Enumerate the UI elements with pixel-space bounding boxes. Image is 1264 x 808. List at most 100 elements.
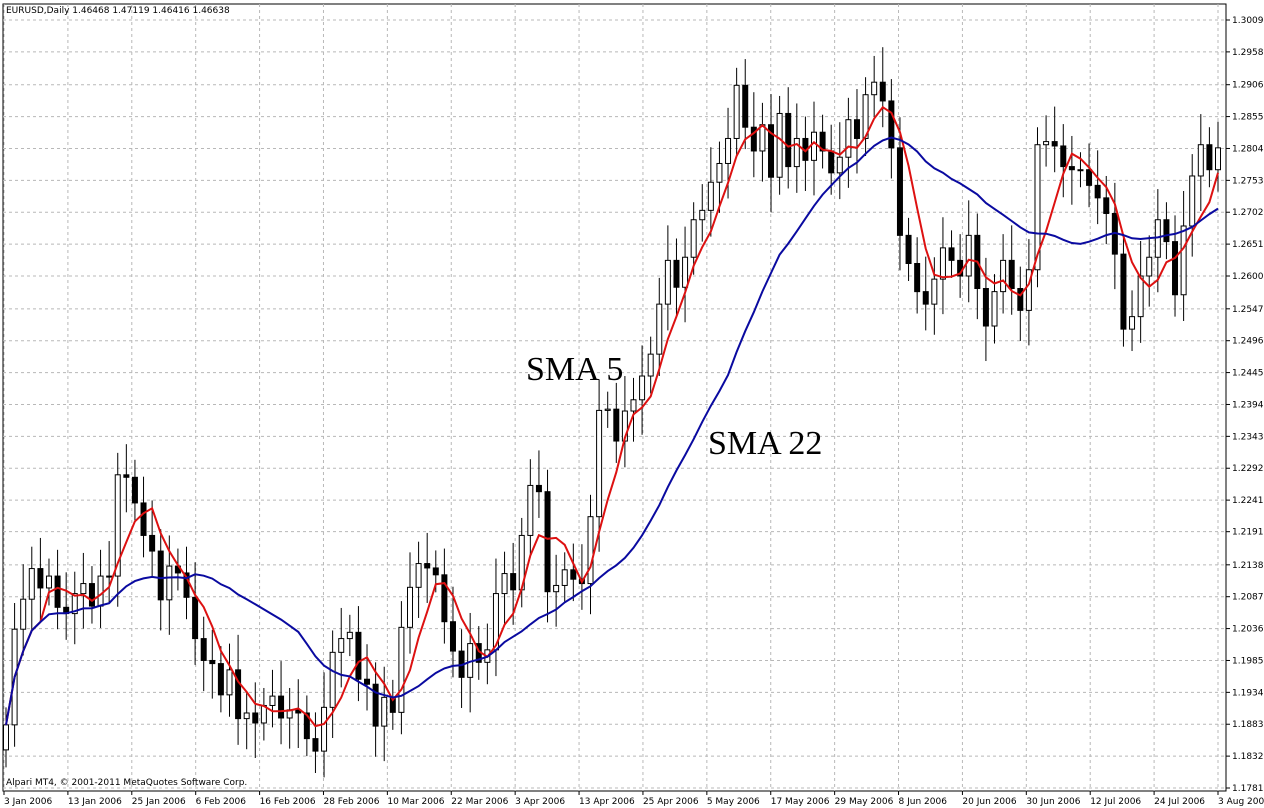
candle-body bbox=[329, 651, 336, 708]
candle-body bbox=[54, 575, 61, 608]
sma-5-line bbox=[5, 105, 1219, 728]
y-tick-label: 1.21910 bbox=[1232, 528, 1264, 538]
y-tick-label: 1.20360 bbox=[1232, 625, 1264, 635]
candle-body bbox=[604, 408, 611, 411]
x-tick-label: 28 Feb 2006 bbox=[323, 797, 379, 807]
candle-body bbox=[1077, 169, 1084, 172]
candle-body bbox=[561, 569, 568, 586]
candle-body bbox=[415, 563, 422, 588]
candle-body bbox=[879, 81, 886, 102]
y-tick-label: 1.29585 bbox=[1232, 48, 1264, 58]
candle-body bbox=[819, 131, 826, 152]
candle-body bbox=[682, 256, 689, 288]
candle-body bbox=[1008, 259, 1015, 290]
candle-body bbox=[639, 375, 646, 401]
candle-body bbox=[1120, 253, 1127, 330]
candle-body bbox=[690, 219, 697, 258]
x-axis-ticks: 3 Jan 2006 13 Jan 2006 25 Jan 2006 6 Feb 20… bbox=[3, 791, 1264, 807]
x-tick-label: 12 Jul 2006 bbox=[1090, 797, 1141, 807]
candle-body bbox=[1043, 141, 1050, 146]
y-tick-label: 1.27020 bbox=[1232, 208, 1264, 218]
candle-body bbox=[217, 663, 224, 696]
x-tick-label: 25 Apr 2006 bbox=[643, 797, 699, 807]
x-tick-label: 13 Jan 2006 bbox=[68, 797, 122, 807]
candle-body bbox=[1025, 269, 1032, 311]
candle-body bbox=[209, 659, 216, 665]
y-tick-label: 1.25475 bbox=[1232, 305, 1264, 315]
grid-layer bbox=[3, 4, 1226, 791]
candle-body bbox=[1137, 275, 1144, 318]
candle-body bbox=[793, 137, 800, 168]
y-tick-label: 1.26000 bbox=[1232, 272, 1264, 282]
y-tick-label: 1.17810 bbox=[1232, 784, 1264, 794]
candle-body bbox=[733, 84, 740, 139]
candle-body bbox=[45, 575, 52, 589]
candle-body bbox=[1189, 175, 1196, 227]
x-tick-label: 20 Jun 2006 bbox=[962, 797, 1016, 807]
candle-body bbox=[355, 631, 362, 680]
x-tick-label: 6 Feb 2006 bbox=[196, 797, 247, 807]
x-tick-label: 22 Mar 2006 bbox=[451, 797, 508, 807]
x-tick-label: 24 Jul 2006 bbox=[1154, 797, 1205, 807]
candle-body bbox=[742, 84, 749, 128]
candle-body bbox=[1215, 147, 1221, 171]
candle-body bbox=[613, 408, 620, 442]
candle-body bbox=[166, 565, 173, 601]
candle-body bbox=[157, 550, 164, 601]
candle-body bbox=[346, 631, 353, 640]
candle-body bbox=[785, 112, 792, 168]
candle-body bbox=[596, 409, 603, 518]
candle-body bbox=[948, 247, 955, 261]
plot-area-frame bbox=[2, 3, 1227, 792]
candle-body bbox=[149, 534, 156, 552]
candle-body bbox=[1206, 144, 1213, 171]
sma5-annotation: SMA 5 bbox=[526, 351, 623, 388]
candle-body bbox=[303, 712, 310, 740]
y-tick-label: 1.24455 bbox=[1232, 369, 1264, 379]
candle-body bbox=[587, 516, 594, 585]
candle-body bbox=[570, 569, 577, 580]
x-tick-label: 30 Jun 2006 bbox=[1026, 797, 1080, 807]
candle-body bbox=[312, 738, 319, 752]
candle-body bbox=[183, 572, 190, 598]
candle-body bbox=[200, 638, 207, 661]
y-tick-label: 1.22925 bbox=[1232, 464, 1264, 474]
candle-body bbox=[544, 491, 551, 593]
x-tick-label: 10 Mar 2006 bbox=[387, 797, 444, 807]
candle-body bbox=[407, 586, 413, 628]
candle-body bbox=[527, 484, 534, 536]
candle-body bbox=[664, 259, 671, 305]
candle-body bbox=[896, 147, 903, 236]
candle-body bbox=[853, 119, 860, 139]
candle-body bbox=[1094, 184, 1101, 199]
candle-body bbox=[888, 100, 895, 149]
candle-body bbox=[862, 94, 869, 139]
y-tick-label: 1.24965 bbox=[1232, 337, 1264, 347]
candle-body bbox=[836, 156, 843, 174]
candle-body bbox=[106, 575, 113, 578]
candle-body bbox=[759, 124, 766, 152]
candle-body bbox=[1000, 259, 1007, 293]
candle-body bbox=[1146, 256, 1153, 277]
y-tick-label: 1.26510 bbox=[1232, 240, 1264, 250]
candle-body bbox=[235, 669, 242, 720]
candle-body bbox=[991, 291, 998, 327]
candle-body bbox=[1017, 288, 1024, 311]
candle-body bbox=[80, 583, 87, 595]
y-tick-label: 1.21380 bbox=[1232, 561, 1264, 571]
candle-body bbox=[1060, 145, 1067, 168]
y-tick-label: 1.29060 bbox=[1232, 81, 1264, 91]
candle-body bbox=[114, 474, 121, 577]
y-tick-label: 1.20870 bbox=[1232, 593, 1264, 603]
candle-body bbox=[630, 399, 637, 412]
candle-body bbox=[716, 162, 723, 183]
candle-body bbox=[252, 712, 259, 724]
candle-body bbox=[278, 695, 285, 719]
candle-body bbox=[398, 626, 405, 713]
candle-body bbox=[226, 669, 233, 696]
candle-body bbox=[828, 150, 835, 174]
candle-body bbox=[750, 126, 757, 152]
candle-body bbox=[28, 568, 35, 600]
candle-body bbox=[656, 303, 663, 355]
